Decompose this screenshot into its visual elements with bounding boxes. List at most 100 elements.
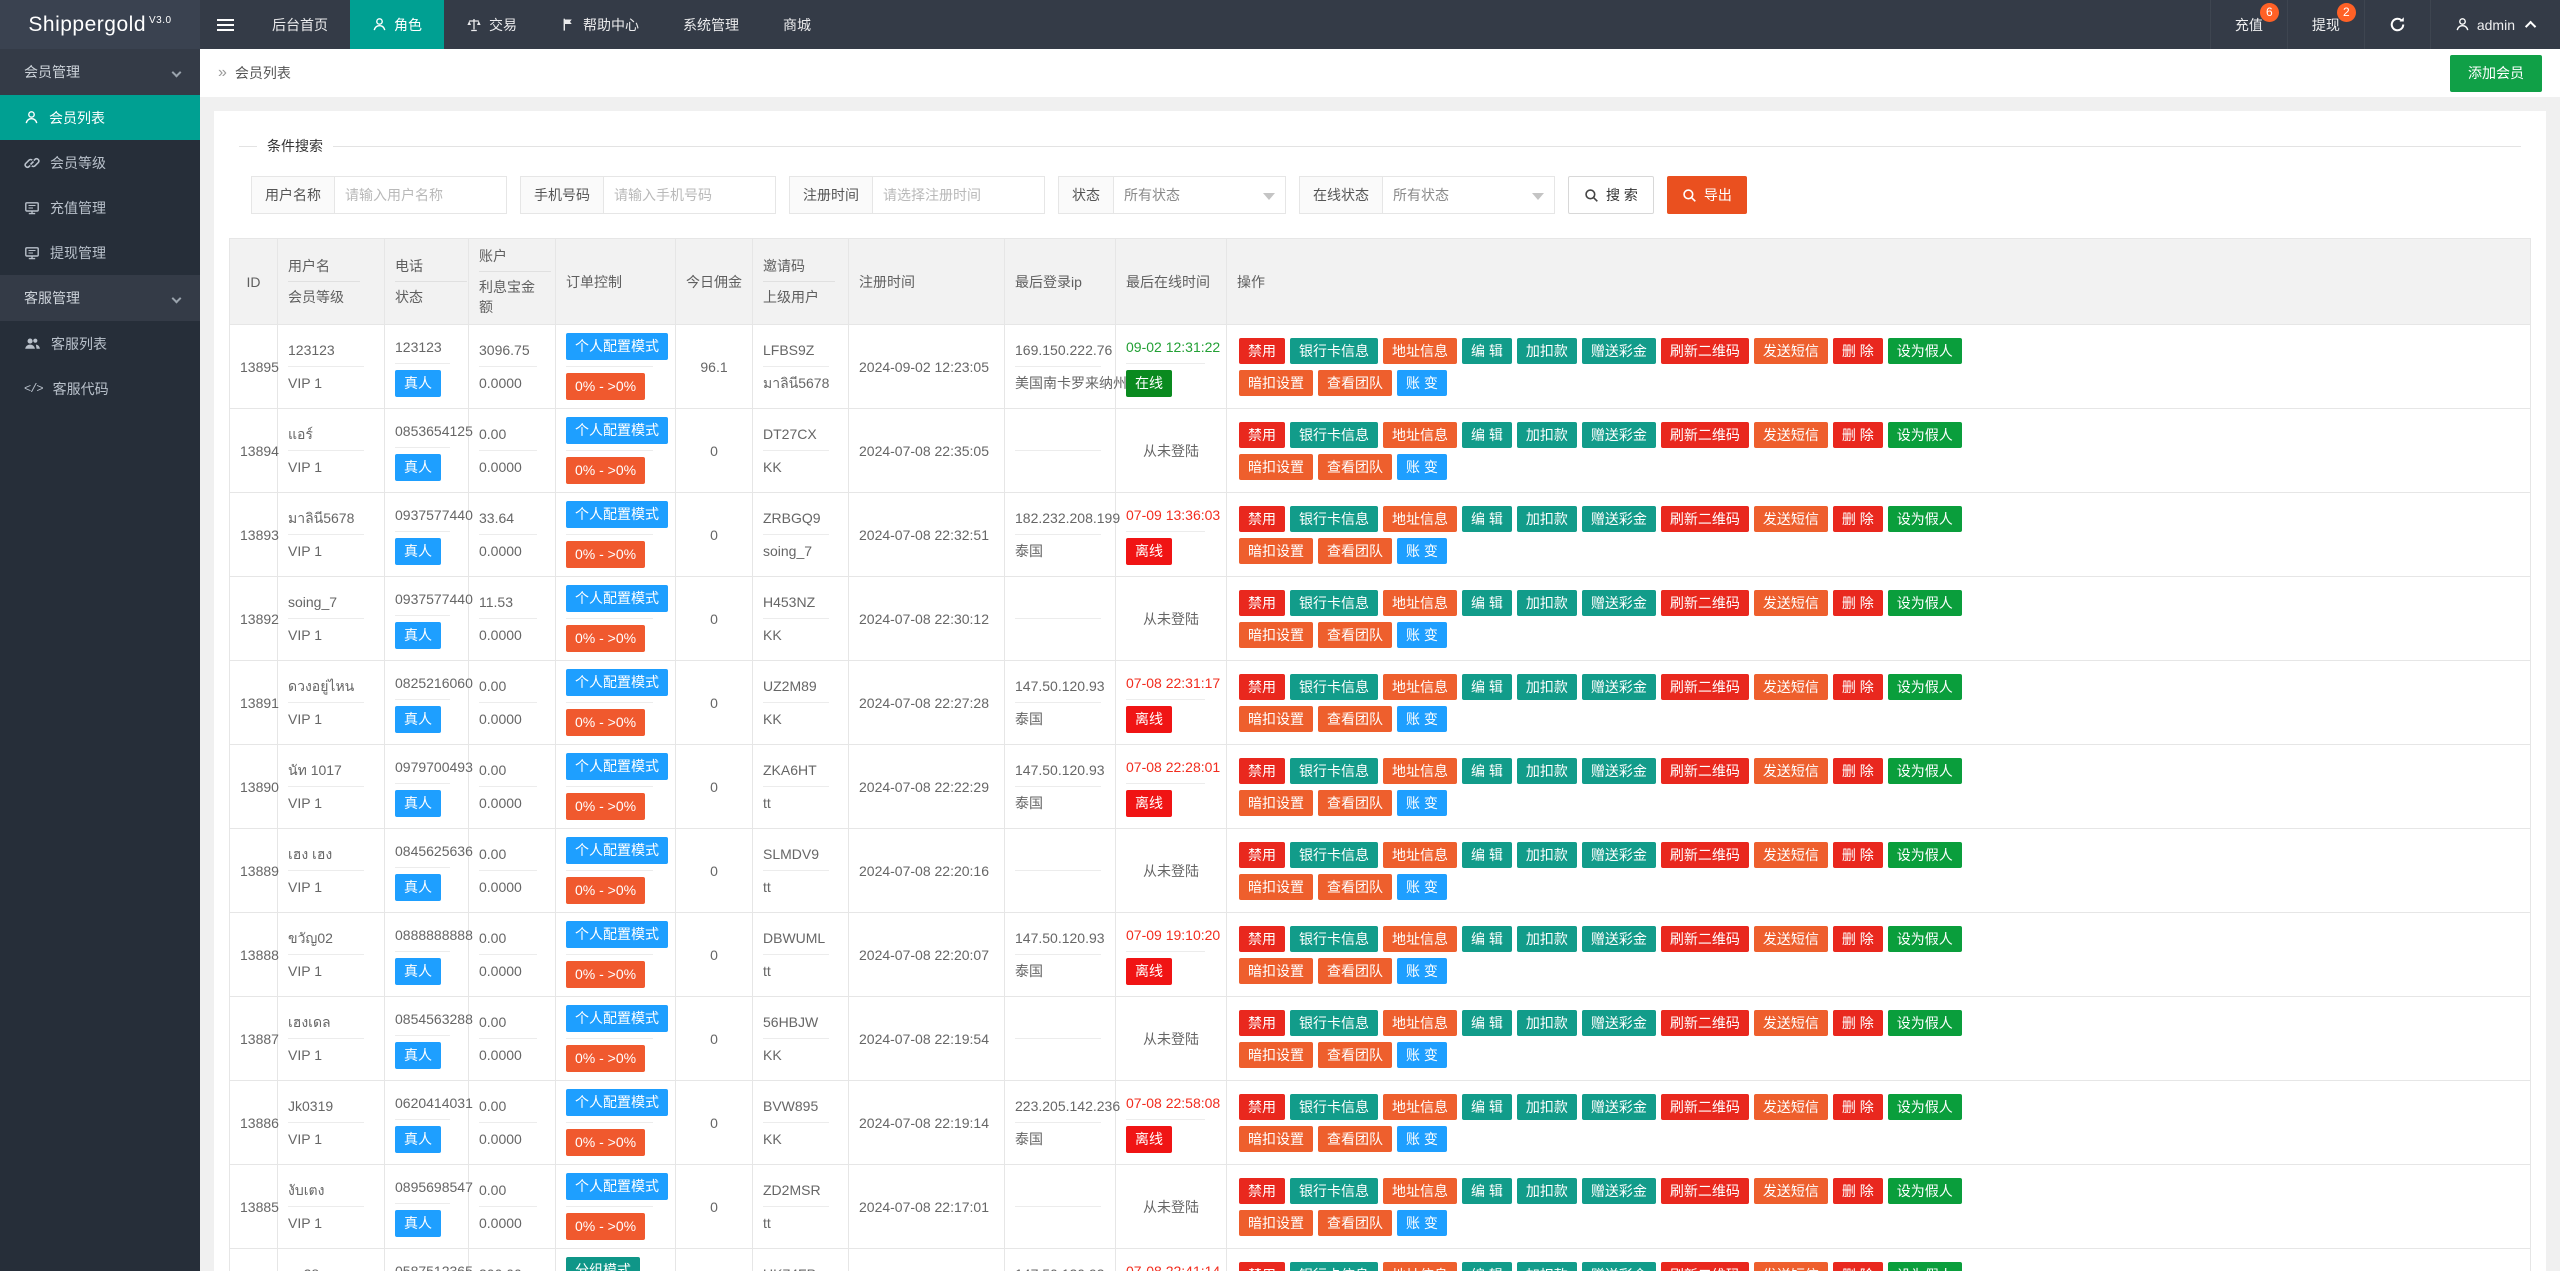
op-account-change-button[interactable]: 账 变 xyxy=(1397,873,1447,900)
sidebar-item-withdraw-mgmt[interactable]: 提现管理 xyxy=(0,230,200,275)
search-button[interactable]: 搜 索 xyxy=(1568,176,1654,214)
op-set-fake-button[interactable]: 设为假人 xyxy=(1887,673,1962,700)
op-account-change-button[interactable]: 账 变 xyxy=(1397,705,1447,732)
op-bank-card-info-button[interactable]: 银行卡信息 xyxy=(1290,673,1378,700)
op-send-sms-button[interactable]: 发送短信 xyxy=(1753,337,1828,364)
op-adjust-funds-button[interactable]: 加扣款 xyxy=(1516,1009,1577,1036)
op-hidden-deduct-button[interactable]: 暗扣设置 xyxy=(1239,789,1313,816)
op-refresh-qrcode-button[interactable]: 刷新二维码 xyxy=(1660,337,1749,364)
op-gift-bonus-button[interactable]: 赠送彩金 xyxy=(1581,505,1656,532)
op-account-change-button[interactable]: 账 变 xyxy=(1397,1041,1447,1068)
add-member-button[interactable]: 添加会员 xyxy=(2450,54,2542,92)
op-adjust-funds-button[interactable]: 加扣款 xyxy=(1516,925,1577,952)
op-address-info-button[interactable]: 地址信息 xyxy=(1383,1177,1457,1204)
op-refresh-qrcode-button[interactable]: 刷新二维码 xyxy=(1660,841,1749,868)
op-address-info-button[interactable]: 地址信息 xyxy=(1383,1261,1457,1271)
op-bank-card-info-button[interactable]: 银行卡信息 xyxy=(1290,505,1378,532)
op-ban-button[interactable]: 禁用 xyxy=(1239,757,1285,784)
op-delete-button[interactable]: 删 除 xyxy=(1832,337,1883,364)
op-edit-button[interactable]: 编 辑 xyxy=(1462,1009,1512,1036)
op-view-team-button[interactable]: 查看团队 xyxy=(1318,537,1392,564)
op-refresh-qrcode-button[interactable]: 刷新二维码 xyxy=(1660,1177,1749,1204)
op-set-fake-button[interactable]: 设为假人 xyxy=(1887,421,1962,448)
op-refresh-qrcode-button[interactable]: 刷新二维码 xyxy=(1660,673,1749,700)
op-ban-button[interactable]: 禁用 xyxy=(1239,337,1285,364)
op-ban-button[interactable]: 禁用 xyxy=(1239,841,1285,868)
op-delete-button[interactable]: 删 除 xyxy=(1832,841,1883,868)
op-view-team-button[interactable]: 查看团队 xyxy=(1318,1041,1392,1068)
op-ban-button[interactable]: 禁用 xyxy=(1239,505,1285,532)
op-ban-button[interactable]: 禁用 xyxy=(1239,589,1285,616)
op-address-info-button[interactable]: 地址信息 xyxy=(1383,421,1457,448)
op-edit-button[interactable]: 编 辑 xyxy=(1462,1261,1512,1271)
op-address-info-button[interactable]: 地址信息 xyxy=(1383,673,1457,700)
op-send-sms-button[interactable]: 发送短信 xyxy=(1753,925,1828,952)
op-adjust-funds-button[interactable]: 加扣款 xyxy=(1516,421,1577,448)
op-edit-button[interactable]: 编 辑 xyxy=(1462,1177,1512,1204)
op-account-change-button[interactable]: 账 变 xyxy=(1397,1125,1447,1152)
op-ban-button[interactable]: 禁用 xyxy=(1239,421,1285,448)
op-adjust-funds-button[interactable]: 加扣款 xyxy=(1516,505,1577,532)
op-edit-button[interactable]: 编 辑 xyxy=(1462,421,1512,448)
op-set-fake-button[interactable]: 设为假人 xyxy=(1887,589,1962,616)
op-send-sms-button[interactable]: 发送短信 xyxy=(1753,421,1828,448)
op-gift-bonus-button[interactable]: 赠送彩金 xyxy=(1581,589,1656,616)
sidebar-item-cs-code[interactable]: </> 客服代码 xyxy=(0,366,200,411)
op-send-sms-button[interactable]: 发送短信 xyxy=(1753,1009,1828,1036)
op-delete-button[interactable]: 删 除 xyxy=(1832,589,1883,616)
op-gift-bonus-button[interactable]: 赠送彩金 xyxy=(1581,1009,1656,1036)
sidebar-item-member-level[interactable]: 会员等级 xyxy=(0,140,200,185)
export-button[interactable]: 导出 xyxy=(1666,176,1747,214)
op-edit-button[interactable]: 编 辑 xyxy=(1462,589,1512,616)
sidebar-item-recharge-mgmt[interactable]: 充值管理 xyxy=(0,185,200,230)
op-address-info-button[interactable]: 地址信息 xyxy=(1383,925,1457,952)
op-set-fake-button[interactable]: 设为假人 xyxy=(1887,841,1962,868)
op-hidden-deduct-button[interactable]: 暗扣设置 xyxy=(1239,873,1313,900)
op-bank-card-info-button[interactable]: 银行卡信息 xyxy=(1290,841,1378,868)
op-edit-button[interactable]: 编 辑 xyxy=(1462,673,1512,700)
op-address-info-button[interactable]: 地址信息 xyxy=(1383,337,1457,364)
op-delete-button[interactable]: 删 除 xyxy=(1832,1261,1883,1271)
nav-item-roles[interactable]: 角色 xyxy=(350,0,444,49)
op-hidden-deduct-button[interactable]: 暗扣设置 xyxy=(1239,1125,1313,1152)
op-view-team-button[interactable]: 查看团队 xyxy=(1318,453,1392,480)
op-set-fake-button[interactable]: 设为假人 xyxy=(1887,757,1962,784)
op-edit-button[interactable]: 编 辑 xyxy=(1462,1093,1512,1120)
op-ban-button[interactable]: 禁用 xyxy=(1239,1093,1285,1120)
nav-item-mall[interactable]: 商城 xyxy=(761,0,833,49)
op-adjust-funds-button[interactable]: 加扣款 xyxy=(1516,673,1577,700)
sidebar-item-cs-list[interactable]: 客服列表 xyxy=(0,321,200,366)
op-view-team-button[interactable]: 查看团队 xyxy=(1318,873,1392,900)
op-adjust-funds-button[interactable]: 加扣款 xyxy=(1516,589,1577,616)
op-bank-card-info-button[interactable]: 银行卡信息 xyxy=(1290,421,1378,448)
op-hidden-deduct-button[interactable]: 暗扣设置 xyxy=(1239,369,1313,396)
op-adjust-funds-button[interactable]: 加扣款 xyxy=(1516,757,1577,784)
op-refresh-qrcode-button[interactable]: 刷新二维码 xyxy=(1660,925,1749,952)
op-adjust-funds-button[interactable]: 加扣款 xyxy=(1516,337,1577,364)
op-set-fake-button[interactable]: 设为假人 xyxy=(1887,505,1962,532)
op-send-sms-button[interactable]: 发送短信 xyxy=(1753,841,1828,868)
op-ban-button[interactable]: 禁用 xyxy=(1239,673,1285,700)
op-bank-card-info-button[interactable]: 银行卡信息 xyxy=(1290,757,1378,784)
op-gift-bonus-button[interactable]: 赠送彩金 xyxy=(1581,1261,1656,1271)
op-bank-card-info-button[interactable]: 银行卡信息 xyxy=(1290,925,1378,952)
op-set-fake-button[interactable]: 设为假人 xyxy=(1887,337,1962,364)
op-hidden-deduct-button[interactable]: 暗扣设置 xyxy=(1239,957,1313,984)
op-ban-button[interactable]: 禁用 xyxy=(1239,1009,1285,1036)
op-hidden-deduct-button[interactable]: 暗扣设置 xyxy=(1239,537,1313,564)
op-gift-bonus-button[interactable]: 赠送彩金 xyxy=(1581,1177,1656,1204)
sidebar-group-header[interactable]: 客服管理 xyxy=(0,275,200,321)
op-account-change-button[interactable]: 账 变 xyxy=(1397,957,1447,984)
op-adjust-funds-button[interactable]: 加扣款 xyxy=(1516,1177,1577,1204)
op-gift-bonus-button[interactable]: 赠送彩金 xyxy=(1581,673,1656,700)
recharge-nav-button[interactable]: 充值 6 xyxy=(2209,0,2287,49)
op-address-info-button[interactable]: 地址信息 xyxy=(1383,1009,1457,1036)
op-delete-button[interactable]: 删 除 xyxy=(1832,757,1883,784)
sidebar-group-header[interactable]: 会员管理 xyxy=(0,49,200,95)
op-edit-button[interactable]: 编 辑 xyxy=(1462,757,1512,784)
op-refresh-qrcode-button[interactable]: 刷新二维码 xyxy=(1660,421,1749,448)
op-ban-button[interactable]: 禁用 xyxy=(1239,1177,1285,1204)
nav-item-trade[interactable]: 交易 xyxy=(444,0,539,49)
op-bank-card-info-button[interactable]: 银行卡信息 xyxy=(1290,1261,1378,1271)
op-account-change-button[interactable]: 账 变 xyxy=(1397,453,1447,480)
